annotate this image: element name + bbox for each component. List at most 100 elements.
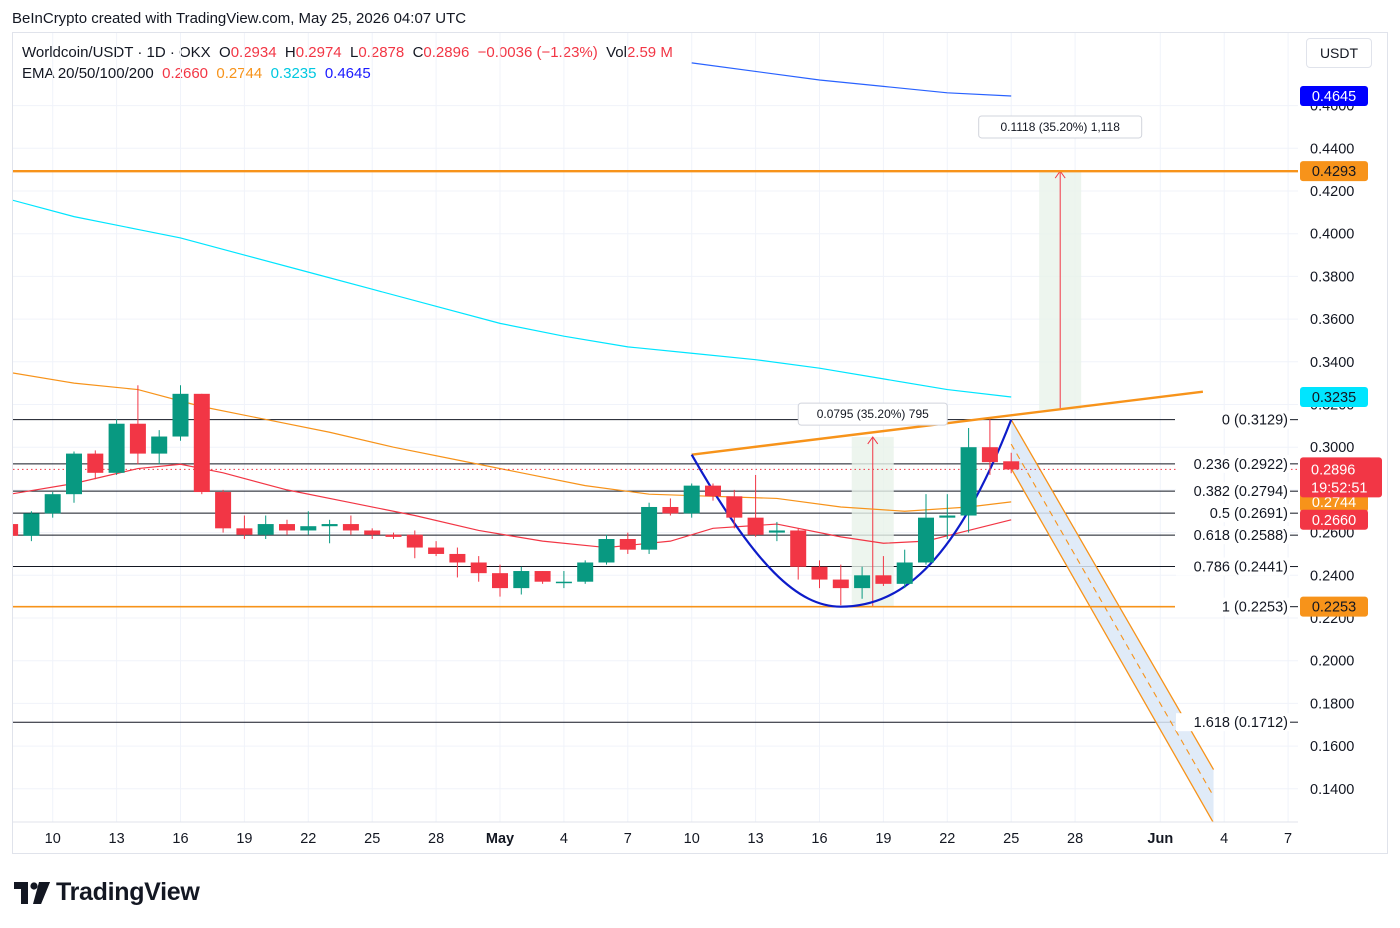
candle-body xyxy=(1003,461,1020,470)
legend-ema20: 0.2660 xyxy=(162,65,209,82)
y-axis-tick-label: 0.3600 xyxy=(1310,312,1354,328)
x-axis-tick-label: 10 xyxy=(684,831,700,847)
candle-body xyxy=(321,524,338,527)
channel-upper-edge xyxy=(1010,419,1215,770)
fib-label-bg xyxy=(1176,482,1290,501)
legend-high: 0.2974 xyxy=(295,44,342,61)
candle xyxy=(66,451,82,503)
fib-level-label: 0.236 (0.2922) xyxy=(1194,457,1288,473)
candle xyxy=(108,419,125,475)
candle xyxy=(896,549,913,589)
candle-body xyxy=(108,423,125,473)
candle-body xyxy=(44,494,61,514)
candle-body xyxy=(470,562,487,574)
tradingview-logo[interactable]: TradingView xyxy=(14,878,200,907)
legend-h-label: H xyxy=(284,44,296,61)
x-axis-tick-label: 22 xyxy=(939,831,955,847)
measure-label-box xyxy=(978,115,1143,139)
x-axis-tick-label: 19 xyxy=(236,831,252,847)
candle xyxy=(151,430,168,465)
candle xyxy=(662,498,679,516)
ema200-line xyxy=(691,62,1012,97)
candle xyxy=(641,502,658,554)
x-axis-tick-label: 16 xyxy=(172,831,188,847)
candle xyxy=(23,511,40,542)
candle xyxy=(129,385,146,465)
candle xyxy=(172,385,189,441)
channel-midline xyxy=(1010,443,1215,797)
candle-body xyxy=(385,534,402,537)
y-axis-tick-label: 0.1600 xyxy=(1310,739,1354,755)
y-axis-tick-label: 0.1800 xyxy=(1310,696,1354,712)
candle-body xyxy=(151,436,168,454)
candle xyxy=(768,521,785,542)
legend-ema50: 0.2744 xyxy=(216,65,263,82)
fib-level-label: 0.618 (0.2588) xyxy=(1194,528,1288,544)
candle xyxy=(13,524,19,536)
ema20-line xyxy=(13,463,1012,549)
fib-label-bg xyxy=(1176,557,1290,576)
candle-body xyxy=(342,524,359,531)
candle xyxy=(1003,452,1020,474)
legend-ema-label[interactable]: EMA 20/50/100/200 xyxy=(22,65,154,82)
candle xyxy=(428,541,445,557)
plot-area: 0.0795 (35.20%) 795 0.1118 (35.20%) 1,118… xyxy=(13,33,1298,822)
candle-body xyxy=(534,571,551,582)
legend-ema200: 0.4645 xyxy=(324,65,371,82)
fib-label-bg xyxy=(1176,526,1290,545)
x-axis-tick-label: 10 xyxy=(45,831,61,847)
candle-body xyxy=(215,492,232,529)
candle-body xyxy=(364,530,381,535)
fib-level-label: 1 (0.2253) xyxy=(1222,600,1288,616)
legend-ema: EMA 20/50/100/200 0.2660 0.2744 0.3235 0… xyxy=(22,65,371,82)
candle xyxy=(747,474,764,537)
y-axis-tick-label: 0.3800 xyxy=(1310,269,1354,285)
fib-label-bg xyxy=(1176,504,1290,523)
candle-body xyxy=(790,530,807,567)
x-axis-tick-label: 4 xyxy=(1220,831,1228,847)
measure-label: 0.1118 (35.20%) 1,118 xyxy=(1000,120,1120,134)
x-axis-tick-label: 28 xyxy=(1067,831,1083,847)
price-tag-label: 0.2253 xyxy=(1312,600,1356,616)
currency-button[interactable]: USDT xyxy=(1306,38,1372,68)
candle-body xyxy=(577,562,594,582)
candle-body xyxy=(513,571,530,589)
x-axis-tick-label: 25 xyxy=(1003,831,1019,847)
fib-level-label: 0.382 (0.2794) xyxy=(1194,484,1288,500)
x-axis-tick-label: May xyxy=(486,831,514,847)
candle xyxy=(257,515,274,540)
legend-c-label: C xyxy=(412,44,424,61)
candle xyxy=(279,519,295,535)
candle-body xyxy=(939,515,956,518)
x-axis-tick-label: 7 xyxy=(624,831,632,847)
tradingview-logo-icon xyxy=(14,881,50,904)
candle xyxy=(577,560,594,584)
candle xyxy=(449,547,466,578)
candle-body xyxy=(981,447,998,463)
price-tag xyxy=(1300,596,1368,617)
candle xyxy=(683,483,700,518)
ema100-line xyxy=(13,199,1012,398)
candle-body xyxy=(66,453,82,495)
candle-body xyxy=(87,453,104,473)
candle-body xyxy=(300,526,317,531)
measure-label: 0.0795 (35.20%) 795 xyxy=(817,407,929,421)
price-tag xyxy=(1300,85,1368,106)
chart-credit: BeInCrypto created with TradingView.com,… xyxy=(12,10,467,27)
candle-body xyxy=(598,539,615,563)
cup-pattern-curve xyxy=(690,419,1013,608)
candle-body xyxy=(641,506,658,550)
candle-body xyxy=(129,423,146,454)
price-tag xyxy=(1300,509,1368,530)
price-tag xyxy=(1300,387,1368,408)
candle xyxy=(406,530,423,559)
channel-lower-edge xyxy=(1010,468,1214,822)
candle xyxy=(832,564,849,606)
legend-low: 0.2878 xyxy=(358,44,405,61)
legend-close: 0.2896 xyxy=(423,44,470,61)
candle-body xyxy=(619,539,636,550)
fib-label-bg xyxy=(1176,454,1290,473)
fib-label-bg xyxy=(1176,713,1290,732)
x-axis-tick-label: 16 xyxy=(811,831,827,847)
